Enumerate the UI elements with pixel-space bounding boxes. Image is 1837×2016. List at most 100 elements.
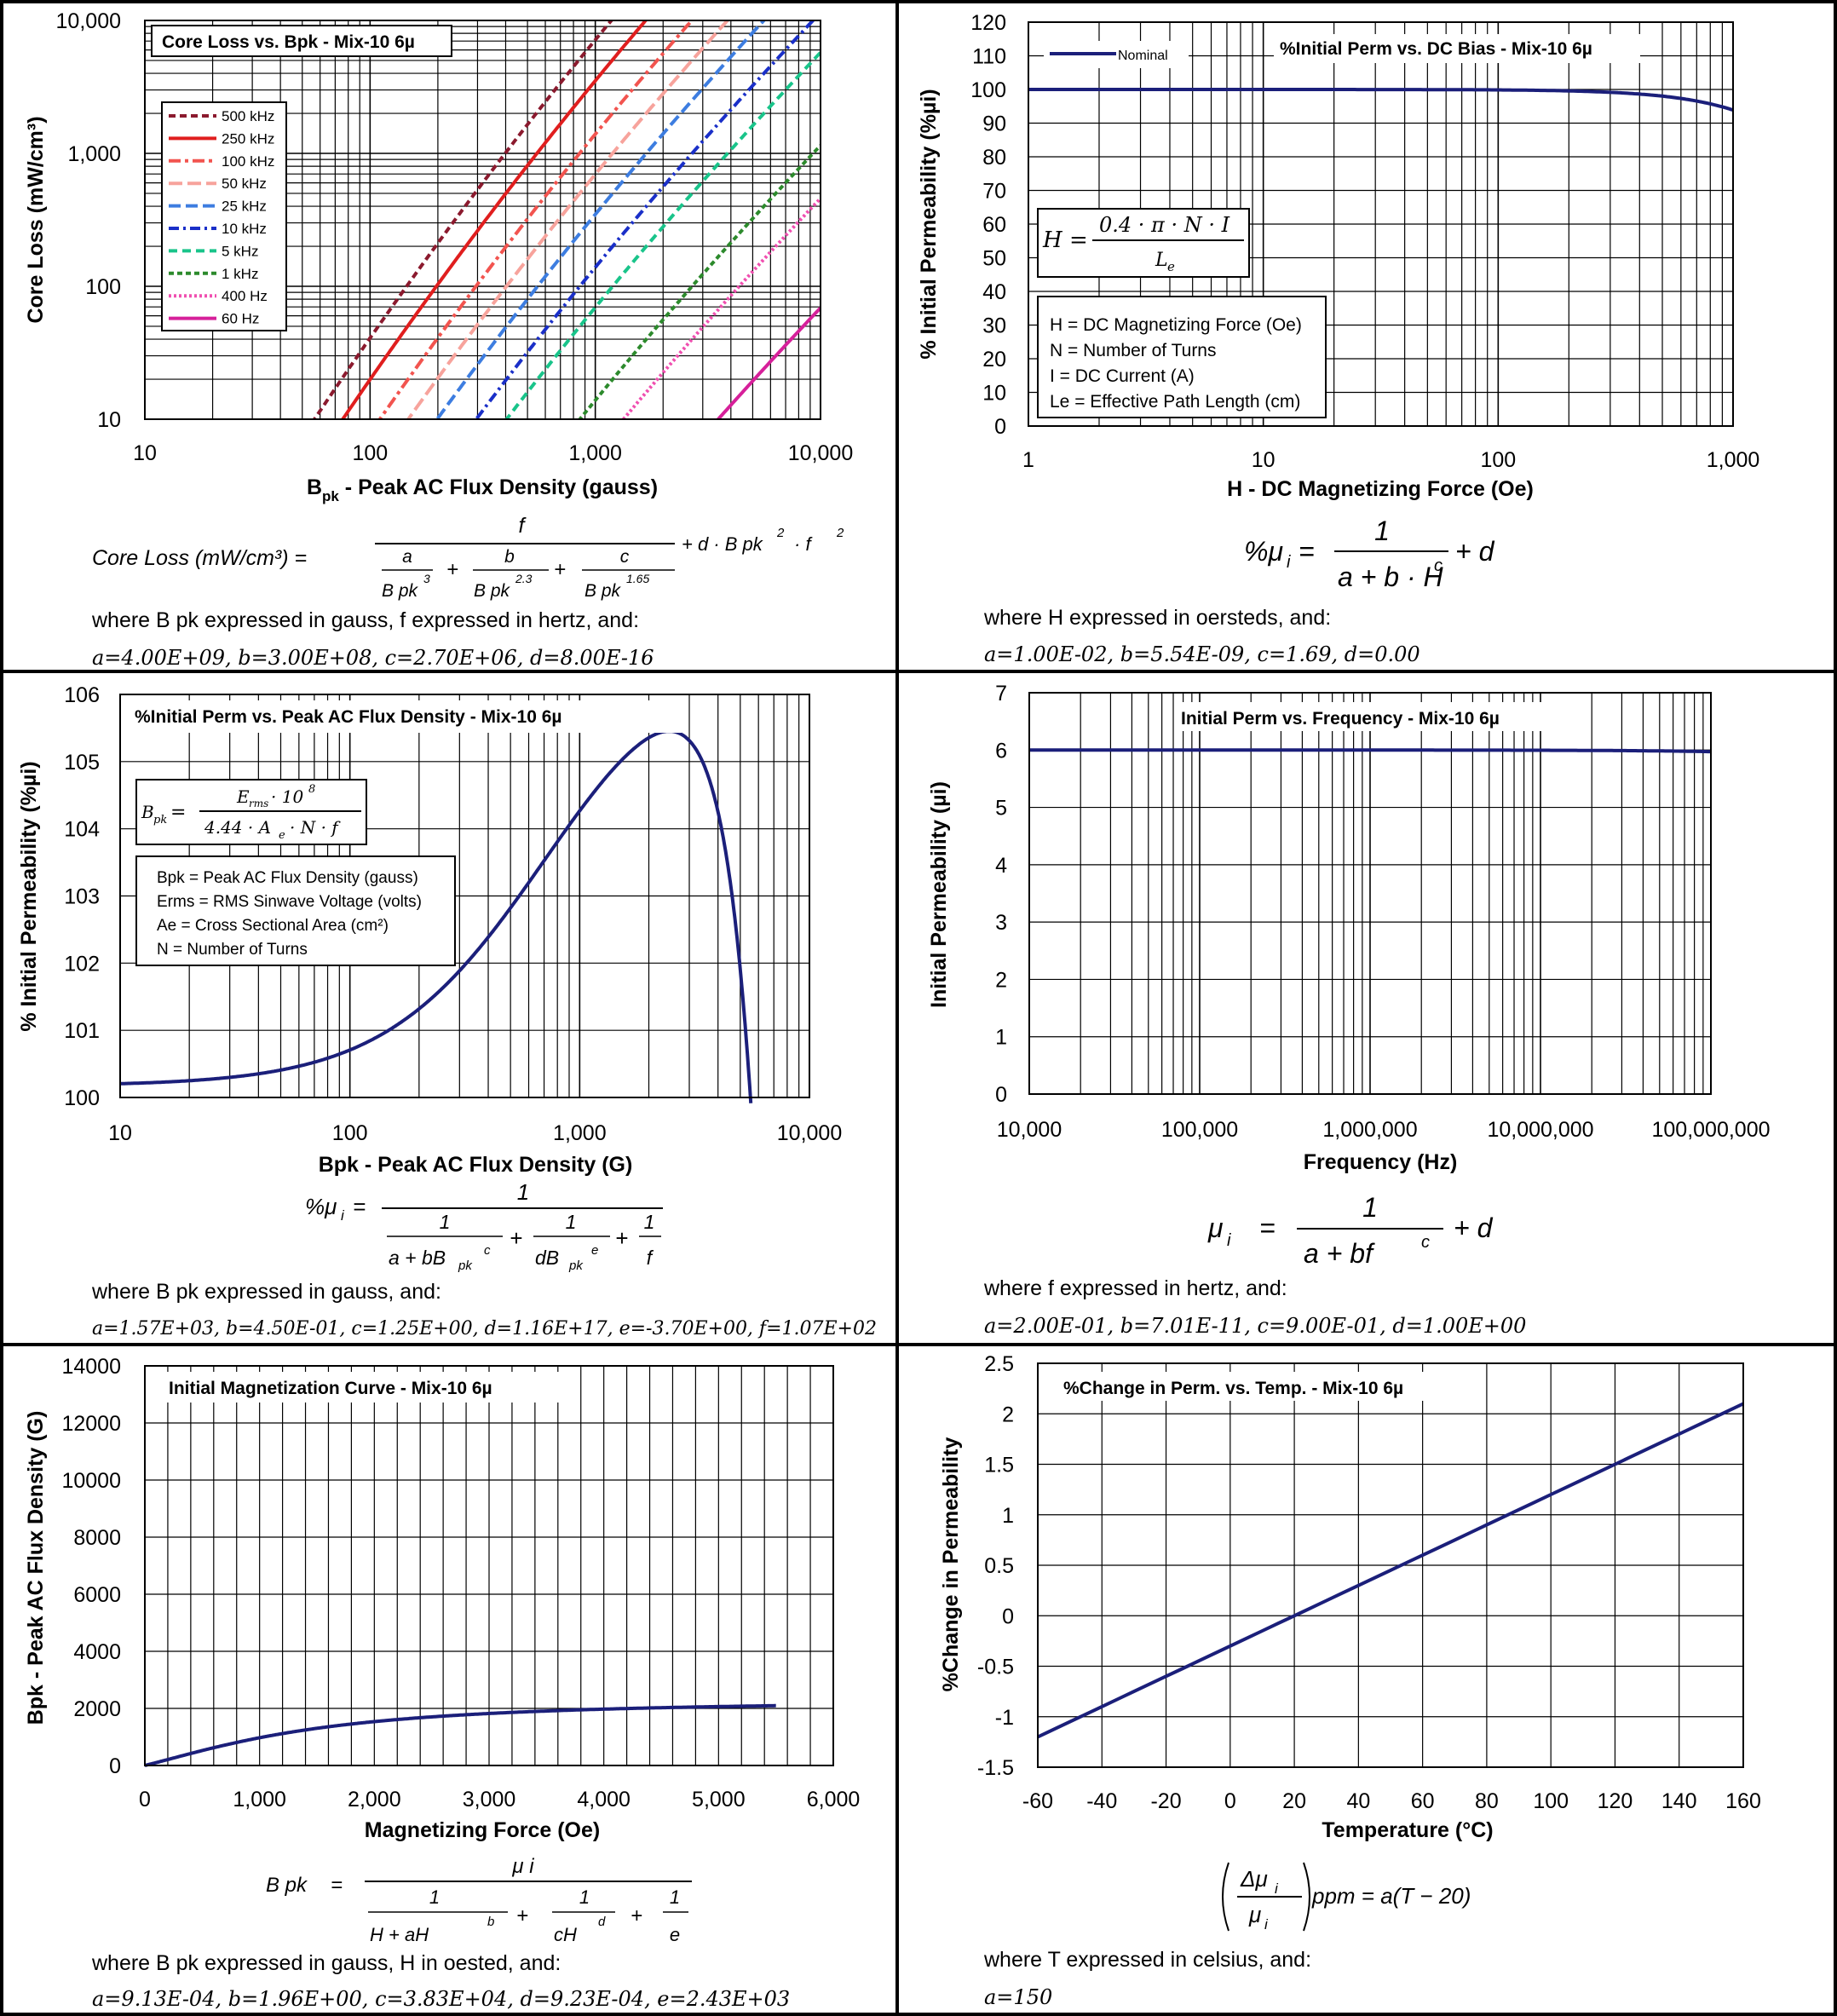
svg-text:pk: pk <box>153 814 167 827</box>
temperature-xtick: 40 <box>1346 1789 1370 1813</box>
dc-bias-ytick: 70 <box>982 180 1006 204</box>
svg-text:· f: · f <box>794 533 813 555</box>
temperature-ytick: 2 <box>1002 1403 1014 1426</box>
frequency-ytick: 6 <box>995 739 1007 763</box>
temperature-ylabel: %Change in Permeability <box>939 1437 963 1692</box>
temperature-ytick: -1.5 <box>977 1756 1014 1780</box>
legend-label: 50 kHz <box>222 176 267 192</box>
svg-text:i: i <box>1227 1231 1231 1250</box>
core-loss-where: where B pk expressed in gauss, f express… <box>91 608 639 632</box>
core-loss-legend: 500 kHz 250 kHz 100 kHz 50 kHz 25 kHz 10 kHz 5… <box>161 101 287 331</box>
temperature-ytick: 1 <box>1002 1504 1014 1528</box>
core-loss-line-25-khz <box>435 20 767 419</box>
legend-label: 400 Hz <box>222 288 268 304</box>
frequency-ytick: 4 <box>995 854 1007 878</box>
dc-bias-ylabel: % Initial Permeability (%µi) <box>917 89 941 359</box>
temperature-xtick: -40 <box>1086 1789 1117 1813</box>
svg-text:2: 2 <box>776 526 785 540</box>
dc-bias-ytick: 10 <box>982 382 1006 406</box>
ac-flux-title: %Initial Perm vs. Peak AC Flux Density -… <box>135 707 562 727</box>
core-loss-chart: 10 100 1,000 10,000 10 100 1,000 10,000 Core Lo… <box>24 9 853 670</box>
core-loss-ytick: 10 <box>97 408 121 432</box>
ac-flux-ytick: 103 <box>64 885 100 909</box>
core-loss-ytick: 10,000 <box>56 9 121 33</box>
svg-text:+: + <box>510 1225 522 1251</box>
ac-flux-xtick: 10 <box>108 1121 132 1145</box>
magnetization-ytick: 8000 <box>73 1526 121 1550</box>
svg-text:=: = <box>1299 536 1315 567</box>
core-loss-ytick: 100 <box>85 275 121 299</box>
svg-text:e: e <box>279 829 285 842</box>
core-loss-equation: Core Loss (mW/cm³) = f a B pk 3 + b B pk 2… <box>92 514 844 601</box>
core-loss-xtick: 1,000 <box>568 441 622 465</box>
frequency-ytick: 3 <box>995 911 1007 935</box>
core-loss-coefs: a=4.00E+09, b=3.00E+08, c=2.70E+06, d=8.… <box>92 646 654 670</box>
temperature-ytick: -1 <box>995 1706 1014 1730</box>
legend-label: 5 kHz <box>222 243 258 259</box>
frequency-ytick: 7 <box>995 682 1007 706</box>
dc-bias-ytick: 100 <box>970 78 1006 102</box>
ac-flux-ytick: 106 <box>64 683 100 707</box>
frequency-tick-labels: 10,000 100,000 1,000,000 10,000,000 100,000,… <box>995 682 1770 1142</box>
svg-text:1: 1 <box>517 1179 529 1205</box>
temperature-xtick: 140 <box>1661 1789 1697 1813</box>
dc-bias-ytick: 20 <box>982 348 1006 372</box>
ac-flux-series <box>120 729 753 1103</box>
svg-text:1.65: 1.65 <box>626 572 649 585</box>
frequency-xtick: 10,000 <box>997 1118 1062 1142</box>
svg-text:H =: H = <box>1042 228 1088 253</box>
temperature-xtick: 160 <box>1725 1789 1761 1813</box>
svg-text:1: 1 <box>579 1886 590 1908</box>
temperature-chart: -60 -40 -20 0 20 40 60 80 100 120 140 160-1.5-1-0.5… <box>939 1352 1761 2009</box>
svg-text:=: = <box>1259 1212 1276 1243</box>
svg-text:μ: μ <box>1207 1212 1224 1243</box>
dc-bias-where: where H expressed in oersteds, and: <box>983 606 1331 630</box>
dc-bias-xtick: 1,000 <box>1707 448 1760 472</box>
svg-text:+ d: + d <box>1455 536 1495 567</box>
dc-bias-def-2: I = DC Current (A) <box>1050 366 1195 386</box>
svg-text:4.44 · A: 4.44 · A <box>204 817 271 838</box>
svg-text:=: = <box>353 1194 366 1219</box>
svg-text:b: b <box>487 1915 494 1929</box>
svg-text:L: L <box>1155 250 1168 271</box>
svg-text:2.3: 2.3 <box>515 572 533 585</box>
ac-flux-def-3: N = Number of Turns <box>157 941 308 959</box>
svg-text:+: + <box>446 558 458 581</box>
core-loss-ylabel: Core Loss (mW/cm³) <box>24 116 48 323</box>
svg-text:1: 1 <box>440 1211 451 1233</box>
svg-text:2: 2 <box>836 526 844 540</box>
dc-bias-ytick: 30 <box>982 314 1006 338</box>
core-loss-line-60-hz <box>716 306 821 419</box>
svg-text:B pk: B pk <box>474 581 511 601</box>
dc-bias-coefs: a=1.00E-02, b=5.54E-09, c=1.69, d=0.00 <box>984 642 1420 666</box>
svg-text:i: i <box>341 1207 345 1224</box>
svg-text:1: 1 <box>670 1886 680 1908</box>
magnetization-ytick: 6000 <box>73 1583 121 1607</box>
magnetization-xtick: 5,000 <box>692 1788 746 1812</box>
frequency-ytick: 1 <box>995 1026 1007 1050</box>
core-loss-xtick: 10 <box>133 441 157 465</box>
dc-bias-curve <box>1028 88 1734 112</box>
core-loss-line-1-khz <box>578 144 821 419</box>
temperature-xtick: 100 <box>1533 1789 1569 1813</box>
temperature-xtick: -60 <box>1022 1789 1053 1813</box>
svg-text:f: f <box>519 514 527 538</box>
legend-label: 10 kHz <box>222 221 267 237</box>
svg-text:a + b · H: a + b · H <box>1338 562 1444 592</box>
svg-text:f: f <box>647 1247 654 1269</box>
legend-label: 100 kHz <box>222 153 274 170</box>
ac-flux-where: where B pk expressed in gauss, and: <box>91 1280 441 1304</box>
svg-text:1: 1 <box>644 1211 655 1233</box>
legend-label: 500 kHz <box>222 108 274 124</box>
ac-flux-tick-labels: 10 100 1,000 10,000 100 101 102 103 104 105 106 <box>64 683 842 1145</box>
magnetization-xtick: 0 <box>139 1788 151 1812</box>
temperature-ytick: 0.5 <box>984 1554 1014 1578</box>
temperature-xtick: 120 <box>1598 1789 1633 1813</box>
svg-text:μ: μ <box>1248 1902 1261 1927</box>
svg-text:e: e <box>1167 259 1175 274</box>
svg-text:E: E <box>236 786 250 807</box>
frequency-ytick: 5 <box>995 797 1007 821</box>
